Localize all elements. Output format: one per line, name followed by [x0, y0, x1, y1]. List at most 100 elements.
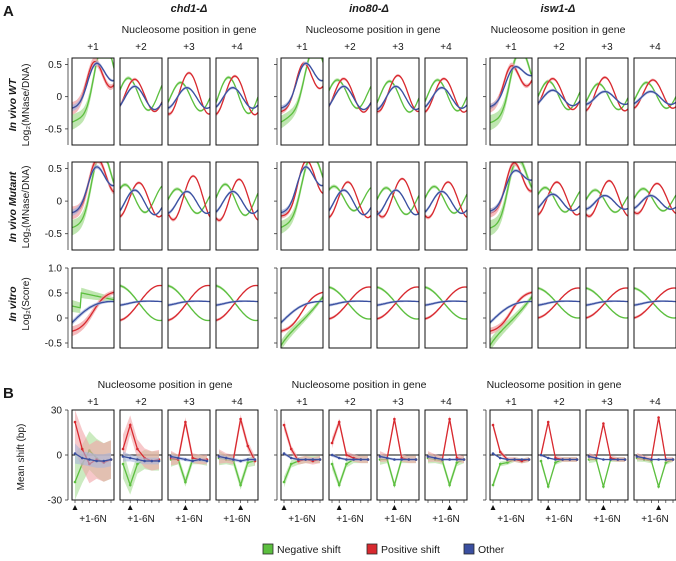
- a-plot-3-ino80-pos2: [328, 267, 372, 349]
- a-line-negative: [281, 296, 323, 346]
- a-plot-frame: [537, 267, 581, 349]
- a-position-label-isw1-1: +1: [505, 42, 517, 53]
- b-plot-frame: [633, 409, 676, 501]
- b-plot-frame: [489, 409, 533, 501]
- b-point-other: [128, 456, 132, 460]
- a-position-label-ino80-4: +4: [440, 42, 452, 53]
- b-point-other: [318, 458, 322, 461]
- a-band-other: [120, 188, 162, 216]
- b-plot-isw1-pos3: [585, 409, 629, 510]
- a-line-positive: [538, 181, 580, 216]
- b-plot-frame: [71, 409, 115, 501]
- a-line-positive: [281, 62, 323, 113]
- b-point-negative: [337, 483, 341, 487]
- b-point-other: [157, 459, 161, 463]
- a-plot-1-isw1-pos3: [585, 57, 629, 146]
- a-line-other: [120, 189, 162, 216]
- b-point-positive: [80, 447, 84, 451]
- b-position-marker: [127, 505, 133, 510]
- b-point-negative: [239, 483, 242, 487]
- b-xlabels: +1-6N +1-6N +1-6N +1-6N +1-6N +1-6N +1-6N +1-6N…: [79, 514, 669, 525]
- b-point-other: [205, 459, 209, 463]
- a-plot-frame: [376, 57, 420, 146]
- a-line-negative: [281, 58, 323, 123]
- b-point-other: [352, 458, 355, 461]
- a-line-negative: [538, 186, 580, 213]
- a-line-other: [281, 300, 323, 324]
- a-line-other: [490, 169, 532, 212]
- legend-label-other: Other: [478, 544, 505, 556]
- b-point-negative: [289, 462, 293, 466]
- a-plot-2-chd1-pos1: [71, 161, 115, 251]
- b-plot-isw1-pos1: [489, 409, 533, 510]
- b-point-other: [239, 459, 242, 463]
- b-point-other: [568, 458, 572, 461]
- b-line-positive: [636, 417, 673, 461]
- b-point-negative: [602, 485, 605, 488]
- row-title-mutant: In vivo Mutant Log₂(MNase/DNA): [7, 166, 32, 249]
- b-yaxis-chd1: 30 0 -30: [48, 406, 69, 507]
- a-line-negative: [216, 183, 258, 216]
- row-title-invitro: In vitro Log₂(Score): [7, 277, 32, 330]
- row-title-invitro-label: In vitro: [7, 286, 19, 322]
- b-point-other: [191, 459, 194, 463]
- a-plot-frame: [585, 267, 629, 349]
- a-band-positive: [281, 162, 323, 219]
- b-point-other: [232, 458, 235, 461]
- a-line-positive: [425, 181, 467, 219]
- b-point-positive: [345, 453, 348, 457]
- b-point-positive: [184, 420, 187, 424]
- a-plot-frame: [537, 161, 581, 251]
- a-line-other: [120, 85, 162, 111]
- b-plot-isw1-pos2: [537, 409, 581, 510]
- b-point-negative: [128, 483, 132, 487]
- b-ytick-label: -30: [48, 496, 63, 507]
- a-band-other: [490, 168, 532, 214]
- b-position-marker: [72, 505, 78, 510]
- b-point-other: [609, 458, 612, 461]
- a-line-other: [216, 190, 258, 214]
- b-point-positive: [73, 420, 77, 424]
- a-plot-frame: [489, 57, 533, 146]
- a-plot-1-isw1-pos4: [633, 57, 676, 146]
- a-line-negative: [329, 185, 371, 212]
- a-plot-frame: [376, 161, 420, 251]
- b-plot-frame: [376, 409, 420, 501]
- a-band-positive: [586, 179, 628, 219]
- a-ytick-label: -0.5: [45, 339, 63, 350]
- b-point-other: [594, 456, 598, 460]
- b-plot-frame: [119, 409, 163, 501]
- b-point-other: [102, 459, 106, 463]
- a-plot-frame: [424, 161, 468, 251]
- b-position-label-ino80-2: +2: [344, 397, 356, 408]
- a-yaxis-3-ino80: [274, 267, 278, 348]
- b-point-other: [337, 456, 341, 460]
- a-plot-frame: [119, 161, 163, 251]
- b-point-positive: [393, 417, 396, 421]
- a-line-other: [425, 300, 467, 306]
- b-point-other: [433, 456, 437, 460]
- b-point-negative: [136, 462, 139, 466]
- b-point-other: [616, 458, 620, 461]
- a-line-other: [538, 193, 580, 212]
- a-plot-1-chd1-pos3: [167, 57, 211, 146]
- b-point-negative: [73, 480, 77, 484]
- b-point-negative: [330, 462, 334, 466]
- a-line-other: [216, 87, 258, 109]
- a-band-negative: [425, 184, 467, 215]
- a-plot-3-ino80-pos1: [280, 267, 324, 349]
- b-point-other: [520, 458, 524, 461]
- b-point-other: [176, 456, 180, 460]
- b-point-other: [143, 459, 146, 463]
- panel-a-label: A: [3, 3, 14, 20]
- b-point-positive: [337, 420, 341, 424]
- b-point-other: [623, 458, 627, 461]
- a-band-negative: [281, 162, 323, 234]
- b-plot-ino80-pos4: [424, 409, 468, 510]
- b-line-negative: [589, 458, 625, 490]
- a-plot-1-ino80-pos1: [280, 57, 324, 146]
- a-position-label-ino80-1: +1: [296, 42, 308, 53]
- a-plot-1-ino80-pos2: [328, 57, 372, 146]
- b-line-positive: [379, 418, 416, 461]
- b-point-positive: [491, 423, 495, 427]
